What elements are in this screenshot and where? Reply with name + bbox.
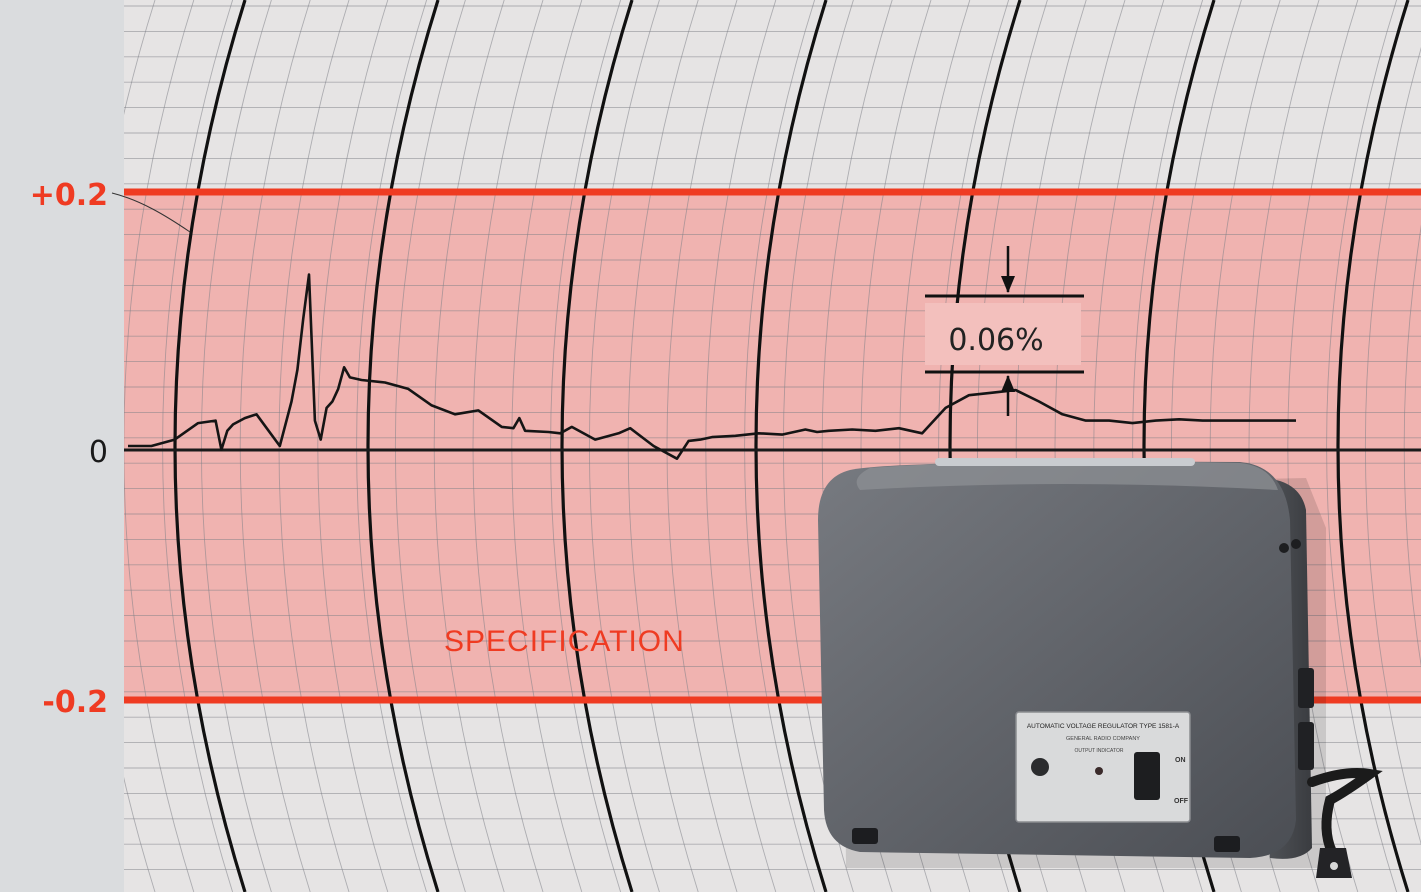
y-label-plus: +0.2 (30, 178, 108, 213)
grid-line-curved (472, 0, 544, 892)
plug-prong (1330, 862, 1338, 870)
major-time-arc (1336, 0, 1410, 892)
indicator-label: OUTPUT INDICATOR (1075, 748, 1124, 754)
switch-off-label: OFF (1174, 798, 1189, 805)
side-outlet-2 (1298, 722, 1314, 770)
grid-line-curved (589, 0, 660, 892)
grid-line-curved (1403, 224, 1421, 668)
grid-line-curved (783, 0, 854, 892)
grid-line-curved (1365, 47, 1421, 845)
nameplate-brand: GENERAL RADIO COMPANY (1066, 736, 1140, 742)
plus-label-leader (111, 192, 191, 233)
voltage-regulator-device: AUTOMATIC VOLTAGE REGULATOR TYPE 1581-A … (818, 458, 1383, 878)
side-outlet-1 (1298, 668, 1314, 708)
measurement-label: 0.06% (948, 323, 1043, 358)
device-foot-right (1214, 836, 1240, 852)
grid-line-curved (666, 0, 738, 892)
major-time-arc (560, 0, 634, 892)
grid-line-curved (511, 0, 583, 892)
grid-line-curved (395, 0, 466, 892)
power-cord (1307, 768, 1383, 857)
device-power-switch[interactable] (1134, 752, 1160, 800)
grid-line-curved (239, 0, 311, 892)
grid-line-curved (705, 0, 777, 892)
side-knob-1 (1279, 543, 1289, 553)
y-label-minus: -0.2 (42, 685, 108, 720)
grid-line-curved (744, 0, 816, 892)
major-time-arc (366, 0, 440, 892)
grid-line-curved (1287, 0, 1359, 892)
grid-line-curved (124, 0, 195, 892)
grid-line-curved (1326, 0, 1398, 892)
switch-on-label: ON (1175, 757, 1186, 764)
regulation-trace (128, 273, 1296, 461)
major-time-arc (754, 0, 828, 892)
grid-line-curved (433, 0, 505, 892)
device-top-highlight (856, 461, 1278, 490)
device-indicator-light (1095, 767, 1103, 775)
device-foot-left (852, 828, 878, 844)
measurement-annotation: 0.06% (925, 246, 1084, 416)
grid-line-curved (627, 0, 699, 892)
y-label-zero: 0 (89, 435, 108, 470)
side-knob-2 (1291, 539, 1301, 549)
grid-line-curved (356, 0, 428, 892)
nameplate-title: AUTOMATIC VOLTAGE REGULATOR TYPE 1581-A (1027, 723, 1180, 730)
major-time-arc (173, 0, 247, 892)
device-fuse-knob (1031, 758, 1049, 776)
grid-line-curved (162, 0, 234, 892)
grid-line-curved (317, 0, 389, 892)
grid-line-curved (550, 0, 622, 892)
specification-label: SPECIFICATION (444, 625, 685, 658)
grid-line-curved (201, 0, 272, 892)
device-handle (935, 458, 1195, 466)
